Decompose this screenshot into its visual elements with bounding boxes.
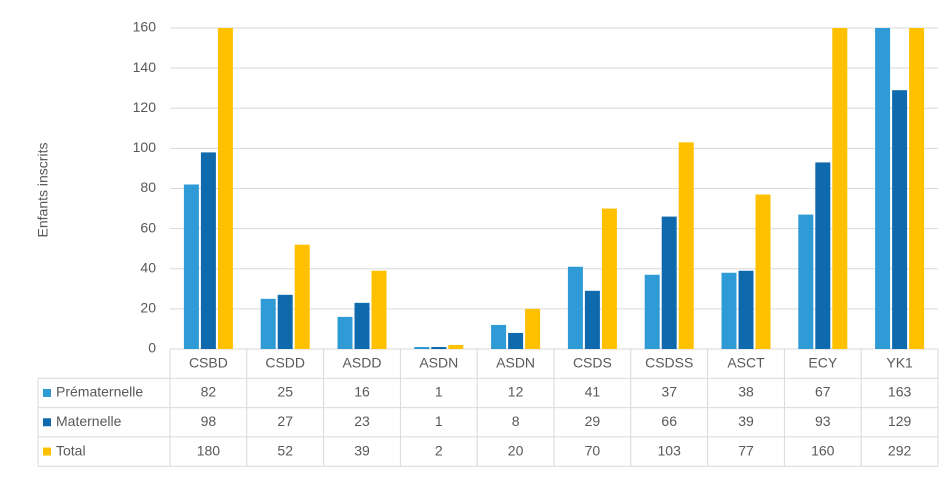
y-tick-label: 160	[133, 19, 157, 35]
legend-label: Total	[56, 442, 86, 458]
bar	[601, 208, 617, 349]
x-tick-label: ASDN	[419, 354, 458, 370]
table-cell: 103	[658, 442, 682, 458]
x-tick-label: CSDD	[265, 354, 305, 370]
table-cell: 1	[435, 384, 443, 400]
bar	[567, 266, 583, 349]
plot-area	[183, 28, 925, 349]
table-cell: 37	[661, 384, 677, 400]
table-cell: 23	[354, 413, 370, 429]
bar	[584, 290, 600, 349]
table-cell: 160	[811, 442, 835, 458]
table-cell: 1	[435, 413, 443, 429]
bar	[525, 308, 541, 349]
legend-label: Prématernelle	[56, 384, 143, 400]
table-cell: 163	[888, 384, 912, 400]
bar	[815, 162, 831, 349]
table-cell: 292	[888, 442, 912, 458]
bar	[909, 28, 925, 349]
bar	[371, 270, 387, 349]
y-tick-label: 40	[140, 259, 156, 275]
bar	[183, 184, 199, 349]
bar	[217, 28, 233, 349]
table-cell: 52	[277, 442, 293, 458]
bar	[414, 346, 430, 349]
y-axis-label: Enfants inscrits	[35, 143, 51, 238]
y-tick-label: 20	[140, 300, 156, 316]
table-cell: 16	[354, 384, 370, 400]
table-cell: 20	[508, 442, 524, 458]
table-cell: 180	[197, 442, 221, 458]
table-cell: 82	[201, 384, 217, 400]
table-cell: 38	[738, 384, 754, 400]
bar	[277, 294, 293, 349]
x-tick-label: CSBD	[189, 354, 228, 370]
table-cell: 27	[277, 413, 293, 429]
x-tick-label: ASCT	[727, 354, 765, 370]
y-tick-label: 0	[148, 340, 156, 356]
legend-swatch	[43, 447, 51, 456]
table-cell: 77	[738, 442, 754, 458]
table-cell: 29	[585, 413, 601, 429]
table-cell: 66	[661, 413, 677, 429]
x-tick-label: CSDS	[573, 354, 612, 370]
bar	[738, 270, 754, 349]
y-tick-label: 140	[133, 59, 157, 75]
legend-swatch	[43, 388, 51, 397]
table-cell: 129	[888, 413, 912, 429]
table-cell: 70	[585, 442, 601, 458]
bar	[294, 244, 310, 349]
bar	[892, 90, 908, 349]
y-tick-label: 60	[140, 219, 156, 235]
bar	[260, 298, 276, 349]
bar	[431, 346, 447, 349]
x-tick-label: ASDD	[343, 354, 382, 370]
table-cell: 93	[815, 413, 831, 429]
x-tick-label: CSDSS	[645, 354, 693, 370]
y-tick-label: 100	[133, 139, 157, 155]
x-tick-label: ASDN	[496, 354, 535, 370]
table-cell: 39	[354, 442, 370, 458]
bar	[508, 332, 524, 349]
bar	[678, 142, 694, 349]
table-cell: 98	[201, 413, 217, 429]
bar	[798, 214, 814, 349]
bar	[644, 274, 660, 349]
table-cell: 2	[435, 442, 443, 458]
legend-swatch	[43, 418, 51, 427]
bar	[721, 272, 737, 349]
bar	[832, 28, 848, 349]
y-tick-label: 120	[133, 99, 157, 115]
bar	[200, 152, 216, 349]
bar	[448, 344, 464, 349]
table-cell: 12	[508, 384, 524, 400]
bar	[755, 194, 771, 349]
bar	[661, 216, 677, 349]
table-cell: 8	[512, 413, 520, 429]
table-cell: 67	[815, 384, 831, 400]
y-tick-label: 80	[140, 179, 156, 195]
bar	[354, 302, 370, 349]
x-tick-label: YK1	[886, 354, 913, 370]
x-tick-label: ECY	[808, 354, 837, 370]
table-cell: 41	[585, 384, 601, 400]
legend-label: Maternelle	[56, 413, 122, 429]
bar	[491, 324, 507, 349]
table-cell: 39	[738, 413, 754, 429]
bar	[337, 316, 353, 349]
table-cell: 25	[277, 384, 293, 400]
bar	[875, 28, 891, 349]
